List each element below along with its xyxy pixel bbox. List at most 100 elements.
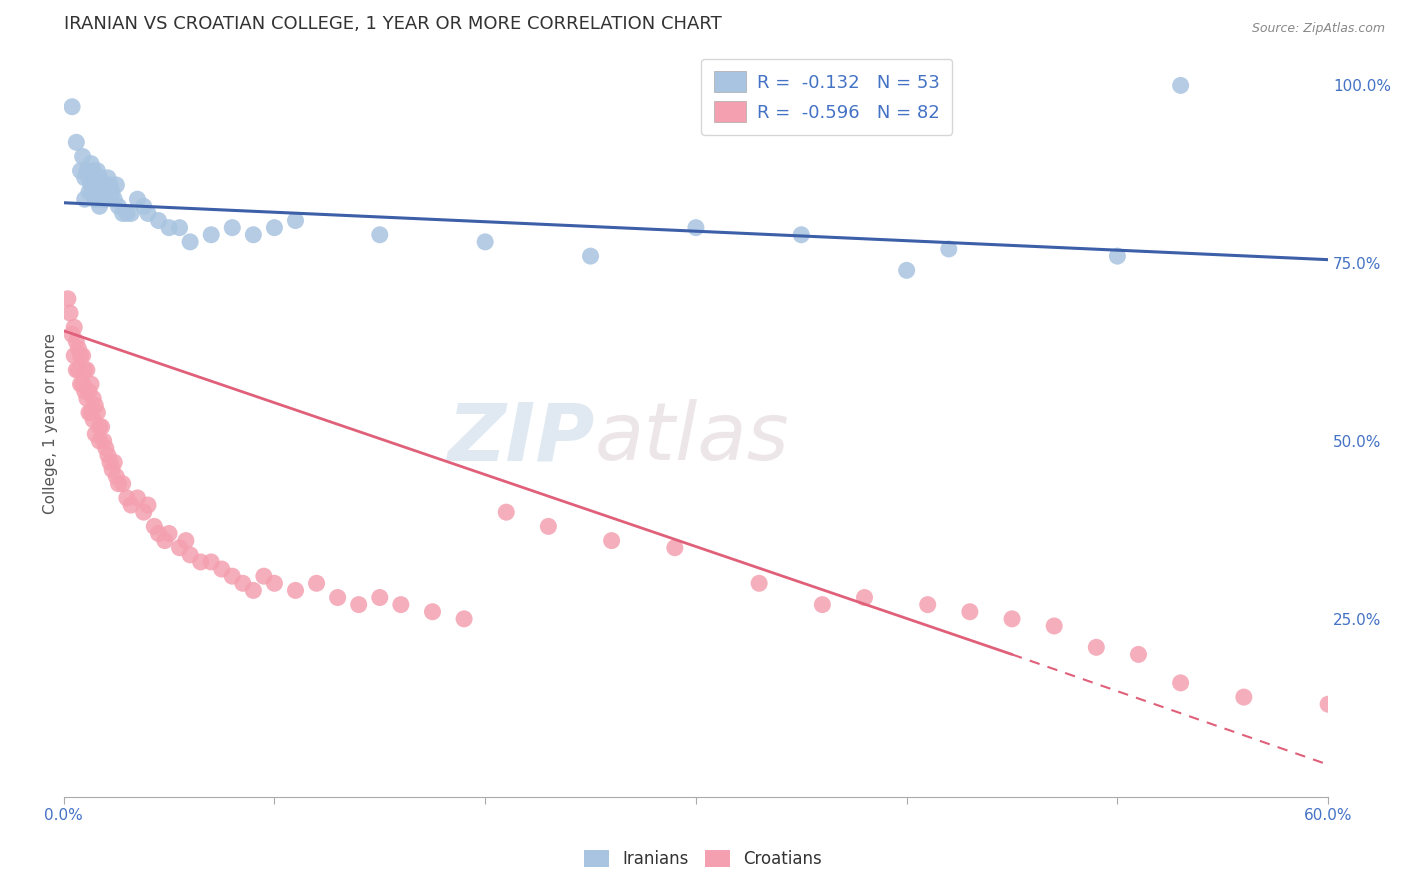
- Point: [86, 163, 108, 178]
- Point: [80, 178, 103, 192]
- Point: [453, 612, 475, 626]
- Point: [63, 320, 86, 334]
- Point: [60, 327, 83, 342]
- Point: [76, 163, 98, 178]
- Point: [115, 206, 138, 220]
- Point: [73, 170, 96, 185]
- Point: [65, 136, 87, 150]
- Point: [111, 206, 134, 220]
- Point: [389, 598, 412, 612]
- Point: [136, 498, 159, 512]
- Point: [685, 220, 707, 235]
- Point: [82, 392, 104, 406]
- Point: [132, 505, 155, 519]
- Point: [664, 541, 686, 555]
- Point: [105, 178, 128, 192]
- Point: [90, 419, 112, 434]
- Point: [896, 263, 918, 277]
- Point: [211, 562, 233, 576]
- Point: [111, 476, 134, 491]
- Point: [89, 170, 111, 185]
- Point: [60, 100, 83, 114]
- Point: [90, 178, 112, 192]
- Point: [76, 363, 98, 377]
- Point: [93, 185, 115, 199]
- Point: [157, 526, 180, 541]
- Point: [105, 469, 128, 483]
- Point: [56, 292, 79, 306]
- Point: [200, 227, 222, 242]
- Point: [84, 426, 107, 441]
- Point: [157, 220, 180, 235]
- Point: [853, 591, 876, 605]
- Point: [253, 569, 276, 583]
- Point: [537, 519, 560, 533]
- Point: [86, 406, 108, 420]
- Point: [232, 576, 254, 591]
- Point: [495, 505, 517, 519]
- Point: [790, 227, 813, 242]
- Point: [474, 235, 496, 249]
- Point: [94, 192, 117, 206]
- Point: [73, 384, 96, 399]
- Point: [72, 377, 94, 392]
- Point: [77, 406, 100, 420]
- Point: [200, 555, 222, 569]
- Text: Source: ZipAtlas.com: Source: ZipAtlas.com: [1251, 22, 1385, 36]
- Legend: R =  -0.132   N = 53, R =  -0.596   N = 82: R = -0.132 N = 53, R = -0.596 N = 82: [702, 59, 952, 135]
- Point: [80, 377, 103, 392]
- Point: [811, 598, 834, 612]
- Point: [143, 519, 166, 533]
- Point: [89, 199, 111, 213]
- Point: [422, 605, 444, 619]
- Point: [600, 533, 623, 548]
- Point: [97, 448, 120, 462]
- Point: [67, 363, 90, 377]
- Point: [77, 170, 100, 185]
- Point: [69, 349, 91, 363]
- Point: [77, 185, 100, 199]
- Point: [93, 434, 115, 448]
- Point: [63, 349, 86, 363]
- Point: [242, 583, 264, 598]
- Point: [284, 213, 307, 227]
- Point: [76, 392, 98, 406]
- Point: [103, 455, 125, 469]
- Point: [1043, 619, 1066, 633]
- Point: [132, 199, 155, 213]
- Point: [59, 306, 82, 320]
- Point: [136, 206, 159, 220]
- Point: [120, 498, 142, 512]
- Point: [368, 227, 391, 242]
- Point: [103, 192, 125, 206]
- Point: [67, 342, 90, 356]
- Point: [179, 235, 201, 249]
- Point: [263, 220, 285, 235]
- Point: [1170, 676, 1192, 690]
- Point: [153, 533, 176, 548]
- Point: [284, 583, 307, 598]
- Point: [115, 491, 138, 505]
- Point: [1128, 648, 1150, 662]
- Point: [90, 192, 112, 206]
- Legend: Iranians, Croatians: Iranians, Croatians: [576, 843, 830, 875]
- Point: [959, 605, 981, 619]
- Point: [89, 419, 111, 434]
- Point: [748, 576, 770, 591]
- Point: [169, 541, 191, 555]
- Point: [148, 526, 170, 541]
- Point: [97, 170, 120, 185]
- Point: [1170, 78, 1192, 93]
- Point: [1233, 690, 1256, 704]
- Point: [73, 363, 96, 377]
- Point: [368, 591, 391, 605]
- Point: [101, 185, 124, 199]
- Point: [148, 213, 170, 227]
- Point: [80, 406, 103, 420]
- Point: [347, 598, 370, 612]
- Point: [72, 349, 94, 363]
- Point: [94, 441, 117, 455]
- Point: [1317, 697, 1340, 711]
- Point: [263, 576, 285, 591]
- Point: [89, 434, 111, 448]
